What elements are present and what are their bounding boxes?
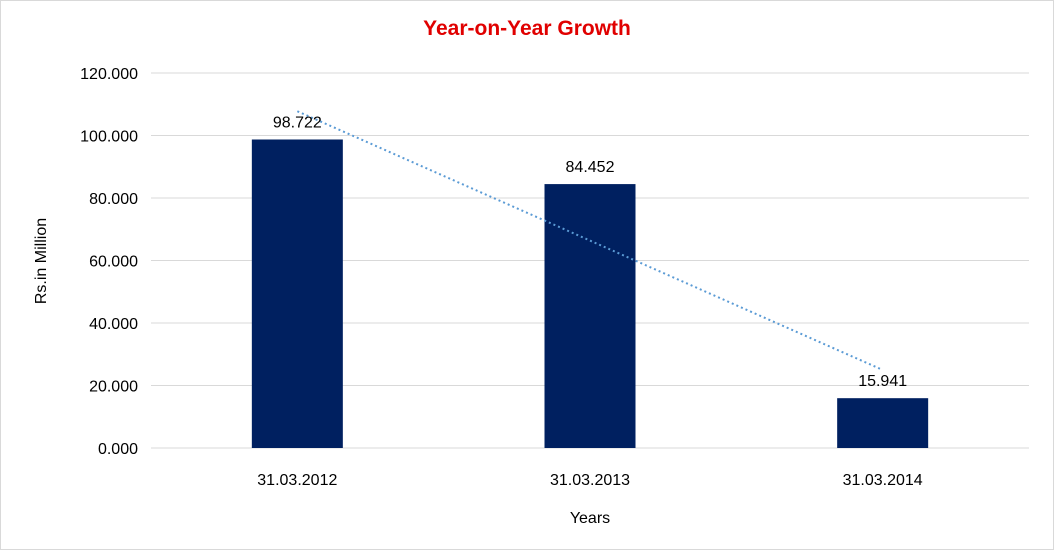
y-tick-label: 20.000 (89, 379, 138, 396)
trendline (296, 110, 884, 371)
x-tick-label: 31.03.2012 (257, 472, 337, 489)
chart-title: Year-on-Year Growth (423, 17, 631, 40)
data-label: 84.452 (566, 159, 615, 176)
bar-31.03.2012 (251, 139, 343, 448)
x-tick-label: 31.03.2014 (843, 472, 923, 489)
y-tick-label: 40.000 (89, 316, 138, 333)
y-tick-label: 100.000 (80, 129, 138, 146)
y-tick-label: 0.000 (98, 441, 138, 458)
y-tick-label: 120.000 (80, 66, 138, 83)
y-axis-title: Rs.in Million (33, 218, 50, 304)
bar-31.03.2014 (837, 398, 929, 448)
data-label: 15.941 (858, 373, 907, 390)
labels: 0.000 20.000 40.000 60.000 80.000 100.000 120.… (80, 66, 923, 489)
bar-31.03.2013 (544, 184, 636, 448)
y-tick-label: 80.000 (89, 191, 138, 208)
x-axis-title: Years (570, 510, 610, 527)
y-tick-label: 60.000 (89, 254, 138, 271)
x-tick-label: 31.03.2013 (550, 472, 630, 489)
bars (251, 139, 929, 448)
data-label: 98.722 (273, 114, 322, 131)
trendline-group (296, 110, 884, 371)
